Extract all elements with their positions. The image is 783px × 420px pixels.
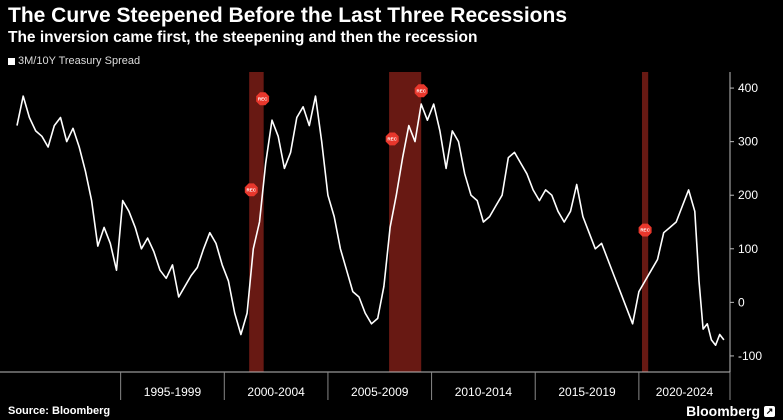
rec-marker-3: REC xyxy=(414,84,428,98)
rec-marker-0: REC xyxy=(244,183,258,197)
x-period-label: 2010-2014 xyxy=(455,385,513,399)
y-tick-label: 0 xyxy=(738,295,745,309)
x-period-label: 2005-2009 xyxy=(351,385,409,399)
legend: 3M/10Y Treasury Spread xyxy=(8,55,140,67)
source-note: Source: Bloomberg xyxy=(8,405,111,417)
chart-title: The Curve Steepened Before the Last Thre… xyxy=(8,4,568,27)
series-line-0 xyxy=(16,95,725,346)
chart-subtitle: The inversion came first, the steepening… xyxy=(8,29,478,46)
x-period-label: 2000-2004 xyxy=(247,385,305,399)
recession-band-2 xyxy=(641,72,649,372)
rec-marker-badge xyxy=(385,132,399,146)
y-tick-label: 100 xyxy=(738,242,758,256)
x-period-label: 2020-2024 xyxy=(656,385,714,399)
rec-marker-label: REC xyxy=(640,228,650,233)
legend-label: 3M/10Y Treasury Spread xyxy=(18,55,141,67)
x-period-label: 2015-2019 xyxy=(558,385,616,399)
brand-label: Bloomberg xyxy=(686,403,760,419)
recession-band-1 xyxy=(389,72,422,372)
rec-marker-badge xyxy=(638,223,652,237)
rec-marker-badge xyxy=(244,183,258,197)
rec-marker-4: REC xyxy=(638,223,652,237)
y-tick-label: 400 xyxy=(738,81,758,95)
y-tick-label: -100 xyxy=(738,349,762,363)
brand-logo: Bloomberg ↗ xyxy=(686,403,775,419)
rec-marker-2: REC xyxy=(385,132,399,146)
y-tick-label: 200 xyxy=(738,188,758,202)
recession-band-0 xyxy=(249,72,264,372)
legend-swatch xyxy=(8,57,15,65)
rec-marker-label: REC xyxy=(387,137,397,142)
rec-marker-label: REC xyxy=(416,88,426,93)
rec-marker-1: REC xyxy=(256,92,270,106)
rec-marker-badge xyxy=(414,84,428,98)
rec-marker-badge xyxy=(256,92,270,106)
rec-marker-label: REC xyxy=(258,96,268,101)
y-tick-label: 300 xyxy=(738,135,758,149)
bloomberg-terminal-icon: ↗ xyxy=(764,405,775,417)
rec-marker-label: REC xyxy=(246,187,256,192)
x-period-label: 1995-1999 xyxy=(144,385,202,399)
